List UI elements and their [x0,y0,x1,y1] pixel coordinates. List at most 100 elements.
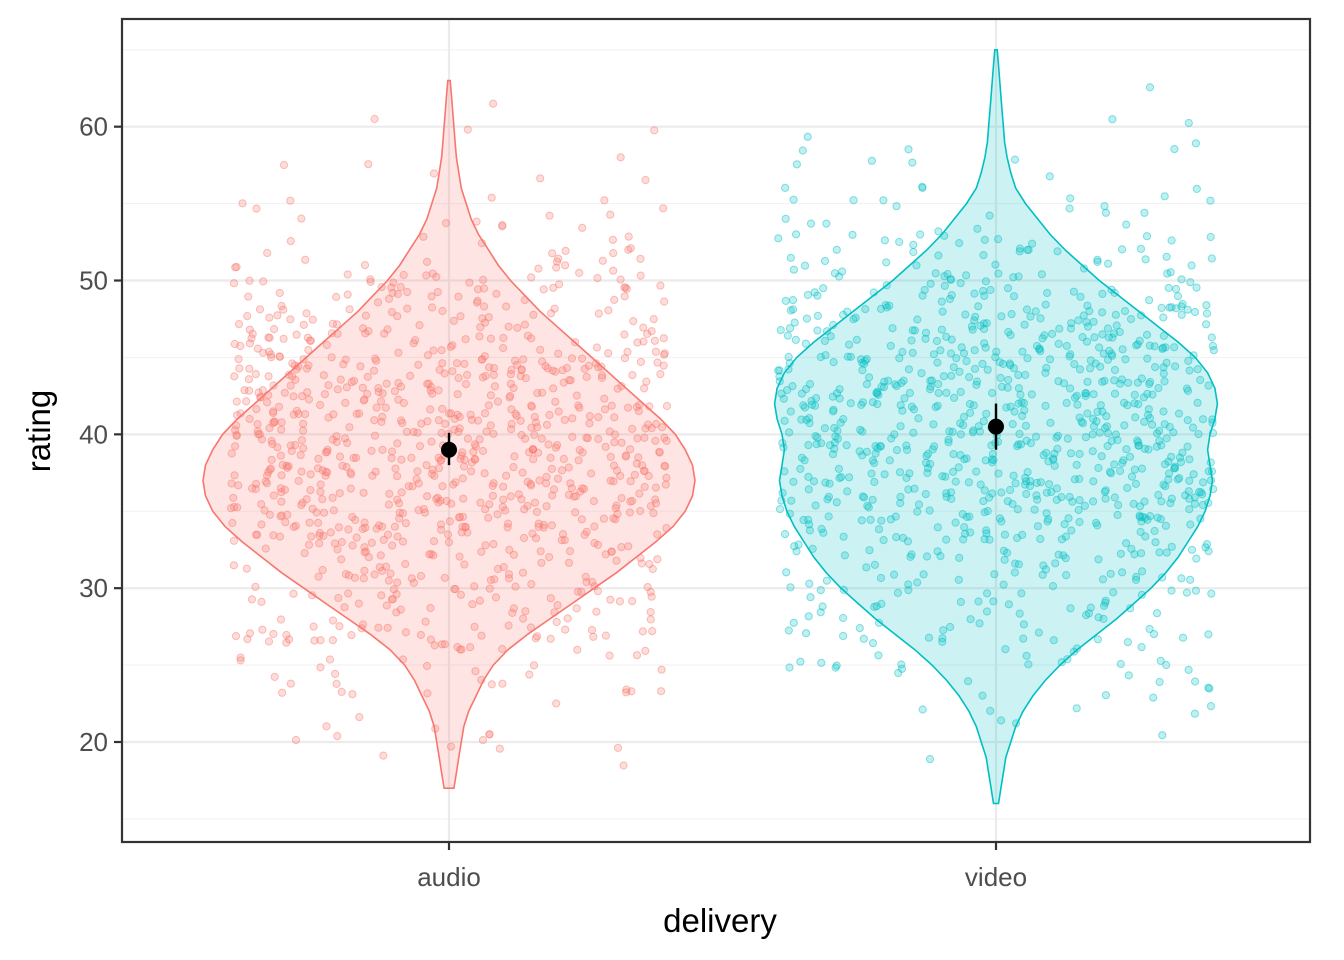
data-point-audio [651,495,660,504]
data-point-audio [348,512,357,522]
data-point-audio [461,522,470,532]
data-point-audio [245,629,255,638]
data-point-audio [278,460,287,470]
data-point-audio [414,360,423,369]
data-point-video [868,456,877,465]
data-point-audio [578,354,587,363]
data-point-audio [306,470,315,479]
data-point-audio [299,320,308,329]
data-point-audio [608,235,618,244]
data-point-audio [437,456,446,465]
data-point-audio [292,330,301,339]
data-point-audio [444,538,454,547]
data-point-audio [432,272,441,281]
data-point-audio [529,455,538,464]
data-point-video [960,523,969,532]
data-point-video [921,490,930,499]
data-point-video [856,355,866,364]
data-point-audio [478,355,487,364]
data-point-video [1052,433,1061,442]
data-point-video [796,657,805,666]
data-point-video [923,464,933,473]
data-point-video [1083,409,1092,418]
data-point-audio [547,464,557,473]
data-point-audio [582,372,591,381]
data-point-video [1014,384,1024,393]
data-point-audio [585,412,595,421]
data-point-video [859,634,868,644]
data-point-audio [469,447,478,456]
data-point-video [1115,327,1124,337]
data-point-video [890,430,899,439]
data-point-video [805,579,814,588]
data-point-audio [363,389,372,399]
data-point-video [926,279,935,288]
data-point-audio [387,308,396,317]
data-point-video [1116,659,1125,669]
data-point-audio [286,196,295,205]
data-point-audio [510,356,520,365]
data-point-audio [507,425,516,434]
data-point-audio [478,446,488,456]
data-point-audio [361,311,370,320]
data-point-audio [436,520,446,529]
data-point-audio [537,434,546,443]
data-point-audio [546,594,555,603]
data-point-audio [253,420,262,429]
data-point-video [949,467,958,476]
data-point-audio [587,625,597,635]
data-point-video [960,529,970,538]
data-point-audio [661,462,670,471]
data-point-audio [304,361,313,370]
data-point-video [891,380,900,389]
data-point-audio [232,397,241,406]
data-point-video [1006,330,1015,340]
data-point-audio [480,352,489,361]
data-point-audio [429,346,438,355]
data-point-audio [566,376,575,385]
data-point-audio [385,489,394,498]
major-gridlines [122,19,1310,842]
data-point-video [1137,464,1147,473]
data-point-video [874,651,883,660]
data-point-audio [641,646,650,656]
data-point-audio [622,284,631,294]
data-point-audio [243,312,252,321]
data-point-audio [229,279,239,288]
data-point-audio [527,401,536,410]
data-point-video [1041,368,1050,377]
data-point-audio [601,442,610,451]
data-point-video [809,477,819,486]
data-point-audio [478,373,487,382]
data-point-audio [627,687,636,696]
data-point-video [1082,318,1091,327]
data-point-audio [297,467,306,476]
data-point-video [892,381,901,391]
data-point-audio [509,550,519,559]
data-point-audio [297,436,306,445]
data-point-audio [294,409,303,418]
data-point-audio [323,468,332,477]
data-point-video [946,349,956,358]
data-point-audio [240,386,249,395]
data-point-video [868,639,878,648]
data-point-audio [473,296,482,305]
data-point-audio [495,744,504,753]
data-point-video [1173,292,1183,301]
data-point-video [790,318,799,327]
data-point-audio [316,663,325,672]
data-point-video [1192,283,1201,292]
data-point-audio [370,431,380,440]
data-point-audio [349,376,359,385]
data-point-audio [438,404,447,413]
data-point-video [1075,496,1084,505]
data-point-audio [607,547,616,556]
data-point-audio [363,372,372,381]
data-point-audio [230,372,239,381]
data-point-audio [258,625,267,634]
data-point-audio [609,249,618,258]
data-point-video [956,597,966,607]
data-point-audio [349,453,358,463]
data-point-video [926,382,935,391]
data-point-audio [322,722,331,731]
